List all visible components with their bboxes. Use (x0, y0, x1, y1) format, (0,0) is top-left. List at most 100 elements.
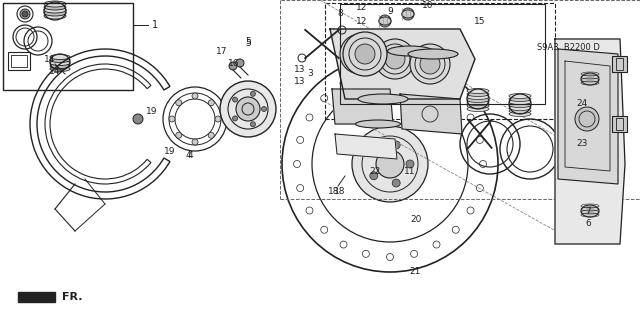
Text: 17: 17 (216, 48, 228, 56)
Text: 23: 23 (576, 138, 588, 147)
Ellipse shape (509, 102, 531, 108)
Circle shape (402, 8, 414, 20)
Ellipse shape (467, 103, 489, 108)
Circle shape (192, 139, 198, 145)
Circle shape (20, 9, 30, 19)
Circle shape (340, 34, 380, 74)
Ellipse shape (44, 10, 66, 16)
Ellipse shape (50, 55, 70, 60)
Ellipse shape (50, 66, 70, 71)
Polygon shape (555, 39, 625, 244)
Text: 14: 14 (49, 66, 61, 76)
Text: 5: 5 (245, 36, 251, 46)
Circle shape (169, 116, 175, 122)
Ellipse shape (509, 93, 531, 99)
Ellipse shape (355, 120, 401, 128)
Ellipse shape (467, 94, 489, 100)
Ellipse shape (509, 97, 531, 101)
Text: FR.: FR. (62, 292, 83, 302)
Ellipse shape (387, 46, 433, 56)
Text: 11: 11 (404, 167, 416, 175)
Circle shape (250, 91, 255, 96)
Circle shape (176, 132, 182, 138)
Ellipse shape (44, 7, 66, 13)
Ellipse shape (509, 112, 531, 116)
Circle shape (229, 62, 237, 70)
Ellipse shape (402, 10, 414, 18)
Circle shape (392, 179, 400, 187)
Text: 24: 24 (577, 100, 588, 108)
Circle shape (575, 107, 599, 131)
Circle shape (406, 160, 414, 168)
Polygon shape (400, 94, 462, 134)
Text: 7: 7 (585, 206, 591, 216)
Ellipse shape (509, 106, 531, 110)
Text: 21: 21 (410, 268, 420, 277)
Polygon shape (335, 134, 397, 159)
Circle shape (376, 150, 404, 178)
Text: 4: 4 (185, 152, 191, 160)
Bar (8, 52, 30, 70)
Ellipse shape (50, 61, 70, 65)
Text: 12: 12 (356, 3, 368, 11)
Circle shape (355, 44, 375, 64)
Circle shape (350, 44, 370, 64)
Circle shape (250, 122, 255, 127)
Text: 18: 18 (328, 187, 340, 196)
Text: 5: 5 (245, 39, 251, 48)
Text: 6: 6 (585, 219, 591, 228)
Ellipse shape (467, 98, 489, 102)
Circle shape (232, 116, 237, 121)
Circle shape (208, 132, 214, 138)
Ellipse shape (509, 100, 531, 105)
Ellipse shape (358, 94, 408, 104)
Text: 15: 15 (474, 17, 486, 26)
Text: 9: 9 (387, 6, 393, 16)
Circle shape (236, 59, 244, 67)
Circle shape (370, 148, 378, 156)
Circle shape (22, 11, 28, 17)
Circle shape (352, 126, 428, 202)
Text: 10: 10 (422, 2, 434, 11)
Ellipse shape (581, 205, 599, 217)
Ellipse shape (467, 100, 489, 106)
Circle shape (220, 81, 276, 137)
Ellipse shape (44, 1, 66, 7)
Text: 18: 18 (334, 187, 346, 196)
Text: 13: 13 (294, 64, 306, 73)
Bar (11, 55, 27, 67)
Circle shape (343, 32, 387, 76)
Circle shape (370, 172, 378, 180)
Text: 8: 8 (337, 10, 343, 19)
Circle shape (375, 39, 415, 79)
Ellipse shape (50, 63, 70, 69)
Bar (325, 3, 555, 119)
Text: 1: 1 (152, 20, 158, 30)
Circle shape (236, 97, 260, 121)
Circle shape (232, 97, 237, 102)
Polygon shape (330, 29, 475, 99)
Circle shape (208, 100, 214, 106)
Bar (18, 292, 55, 302)
Circle shape (192, 93, 198, 99)
Text: 4: 4 (187, 151, 193, 160)
Text: 16: 16 (228, 60, 240, 69)
Text: 22: 22 (369, 167, 381, 175)
Text: 14: 14 (44, 55, 56, 63)
Text: 19: 19 (147, 108, 157, 116)
Ellipse shape (467, 92, 489, 97)
Circle shape (262, 107, 266, 112)
Text: 19: 19 (164, 146, 176, 155)
Text: 13: 13 (294, 77, 306, 85)
Circle shape (410, 44, 450, 84)
Circle shape (133, 114, 143, 124)
Circle shape (176, 100, 182, 106)
Ellipse shape (408, 49, 458, 59)
Ellipse shape (467, 107, 489, 112)
Bar (612, 116, 627, 132)
Ellipse shape (44, 13, 66, 19)
Text: 12: 12 (356, 17, 368, 26)
Polygon shape (558, 49, 618, 184)
Bar (616, 58, 623, 70)
Ellipse shape (581, 73, 599, 85)
